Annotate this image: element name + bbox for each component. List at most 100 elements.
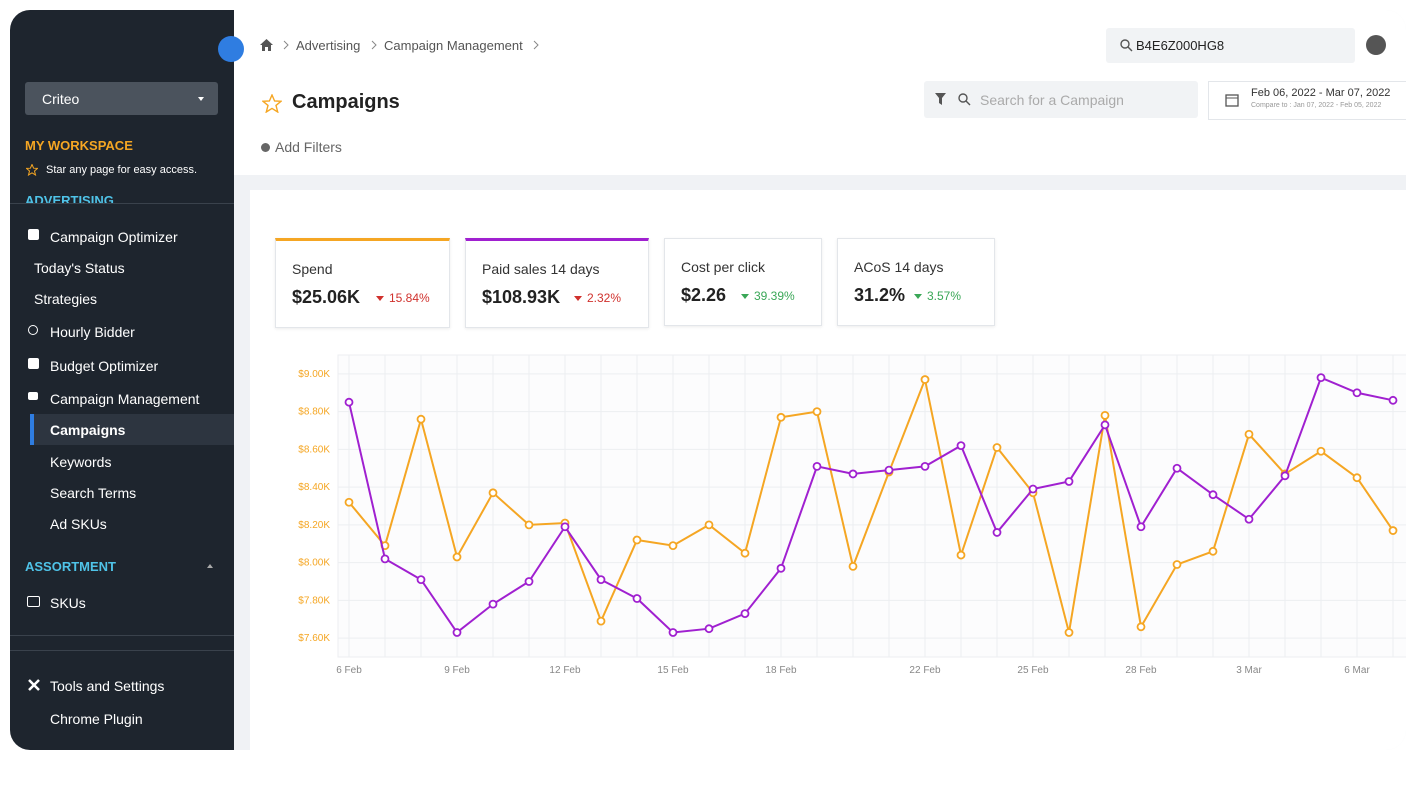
data-point: [1316, 446, 1326, 456]
breadcrumb[interactable]: Campaign Management: [384, 38, 523, 53]
metric-label: Spend: [292, 261, 333, 277]
favorite-star[interactable]: [262, 94, 282, 113]
y-tick-label: $8.00K: [298, 558, 330, 569]
data-point: [1100, 411, 1110, 420]
x-tick-label: 6 Mar: [1344, 665, 1370, 676]
add-filters[interactable]: Add Filters: [275, 139, 342, 155]
data-point: [884, 465, 894, 475]
data-point: [1388, 526, 1398, 535]
y-tick-label: $7.60K: [298, 633, 330, 644]
page: Criteo MY WORKSPACE Star any page for ea…: [10, 10, 1406, 750]
star-icon: [26, 164, 38, 176]
series-line: [348, 376, 1394, 633]
search-placeholder: Search for a Campaign: [980, 92, 1124, 108]
data-point: [1172, 560, 1182, 569]
data-point: [596, 616, 606, 626]
breadcrumb-sep: [283, 40, 289, 50]
metric-label: Paid sales 14 days: [482, 261, 600, 277]
nav-item[interactable]: Strategies: [34, 291, 98, 307]
nav-item[interactable]: Chrome Plugin: [50, 711, 143, 727]
nav-item[interactable]: Tools and Settings: [50, 678, 165, 694]
y-tick-label: $8.40K: [298, 482, 330, 493]
filter-icon: [935, 93, 946, 105]
account-select[interactable]: Criteo: [25, 82, 218, 115]
metric-value: $25.06K: [292, 287, 361, 307]
data-point: [596, 575, 606, 585]
campaign-search[interactable]: Search for a Campaign: [924, 81, 1198, 118]
nav-item[interactable]: SKUs: [50, 595, 86, 611]
collapse-caret: [207, 564, 213, 568]
app: Criteo MY WORKSPACE Star any page for ea…: [10, 10, 1406, 750]
data-point: [956, 441, 966, 450]
down-arrow: [376, 296, 384, 302]
nav-item[interactable]: Keywords: [50, 454, 112, 470]
date-picker[interactable]: Feb 06, 2022 - Mar 07, 2022 Compare to :…: [1208, 81, 1406, 120]
collapse-button[interactable]: [218, 36, 244, 62]
active-item: [30, 414, 234, 445]
breadcrumb[interactable]: Advertising: [296, 38, 361, 53]
down-arrow: [914, 294, 922, 300]
metric-change: 3.57%: [927, 289, 962, 303]
active-marker: [30, 414, 34, 445]
data-point: [1208, 546, 1218, 556]
metric-card[interactable]: Paid sales 14 days $108.93K 2.32%: [465, 238, 649, 328]
workspace-title: MY WORKSPACE: [25, 138, 133, 153]
section-clip: ADVERTISING: [10, 185, 234, 203]
help-icon[interactable]: [1366, 35, 1386, 55]
y-tick-label: $8.80K: [298, 407, 330, 418]
home-icon[interactable]: [260, 39, 273, 51]
breadcrumb-sep: [533, 40, 539, 50]
nav-item[interactable]: Budget Optimizer: [50, 358, 159, 374]
data-point: [1208, 490, 1218, 500]
global-search[interactable]: B4E6Z000HG8: [1106, 28, 1355, 63]
add-icon: [261, 143, 270, 152]
metric-label: Cost per click: [681, 259, 766, 275]
data-point: [344, 397, 354, 407]
data-point: [776, 412, 786, 422]
data-point: [992, 443, 1002, 452]
metric-label: ACoS 14 days: [854, 259, 944, 275]
compare-range: Compare to : Jan 07, 2022 - Feb 05, 2022: [1251, 102, 1382, 109]
x-tick-label: 6 Feb: [336, 665, 362, 676]
metric-change-wrap: 39.39%: [741, 289, 795, 303]
nav-item[interactable]: Today's Status: [34, 260, 125, 276]
data-point: [1064, 477, 1074, 486]
nav-item[interactable]: Campaigns: [50, 422, 126, 438]
data-point: [1136, 522, 1146, 532]
data-point: [632, 594, 642, 603]
metric-card[interactable]: Spend $25.06K 15.84%: [275, 238, 450, 328]
nav-item[interactable]: Campaign Management: [50, 391, 200, 407]
data-point: [776, 563, 786, 573]
nav-item[interactable]: Hourly Bidder: [50, 324, 135, 340]
x-tick-label: 15 Feb: [657, 665, 689, 676]
nav-item[interactable]: Campaign Optimizer: [50, 229, 178, 245]
nav-item[interactable]: Ad SKUs: [50, 516, 107, 532]
data-point: [920, 375, 930, 384]
y-tick-label: $9.00K: [298, 369, 330, 380]
data-point: [740, 609, 750, 618]
data-point: [704, 520, 714, 530]
divider: [10, 650, 234, 651]
section-title[interactable]: ASSORTMENT: [25, 559, 116, 574]
data-point: [488, 599, 498, 609]
metric-card[interactable]: ACoS 14 days 31.2% 3.57%: [837, 238, 995, 326]
metric-change-wrap: 15.84%: [376, 291, 430, 305]
data-point: [380, 554, 390, 564]
data-point: [1316, 373, 1326, 383]
search-icon: [1120, 39, 1133, 52]
page-title: Campaigns: [292, 91, 400, 113]
y-tick-label: $8.20K: [298, 520, 330, 531]
data-point: [704, 624, 714, 634]
metric-change: 15.84%: [389, 291, 430, 305]
nav-item[interactable]: Search Terms: [50, 485, 137, 501]
data-point: [416, 575, 426, 585]
data-point: [668, 628, 678, 637]
tools-icon: [28, 679, 40, 691]
data-point: [524, 577, 534, 586]
data-point: [848, 469, 858, 479]
chart: 6 Feb 9 Feb 12 Feb 15 Feb 18 Feb 22 Feb 25 Feb…: [298, 354, 1406, 676]
item-icon: [28, 325, 38, 335]
sidebar: Criteo MY WORKSPACE Star any page for ea…: [10, 10, 244, 750]
metric-card[interactable]: Cost per click $2.26 39.39%: [664, 238, 822, 326]
data-point: [812, 461, 822, 471]
